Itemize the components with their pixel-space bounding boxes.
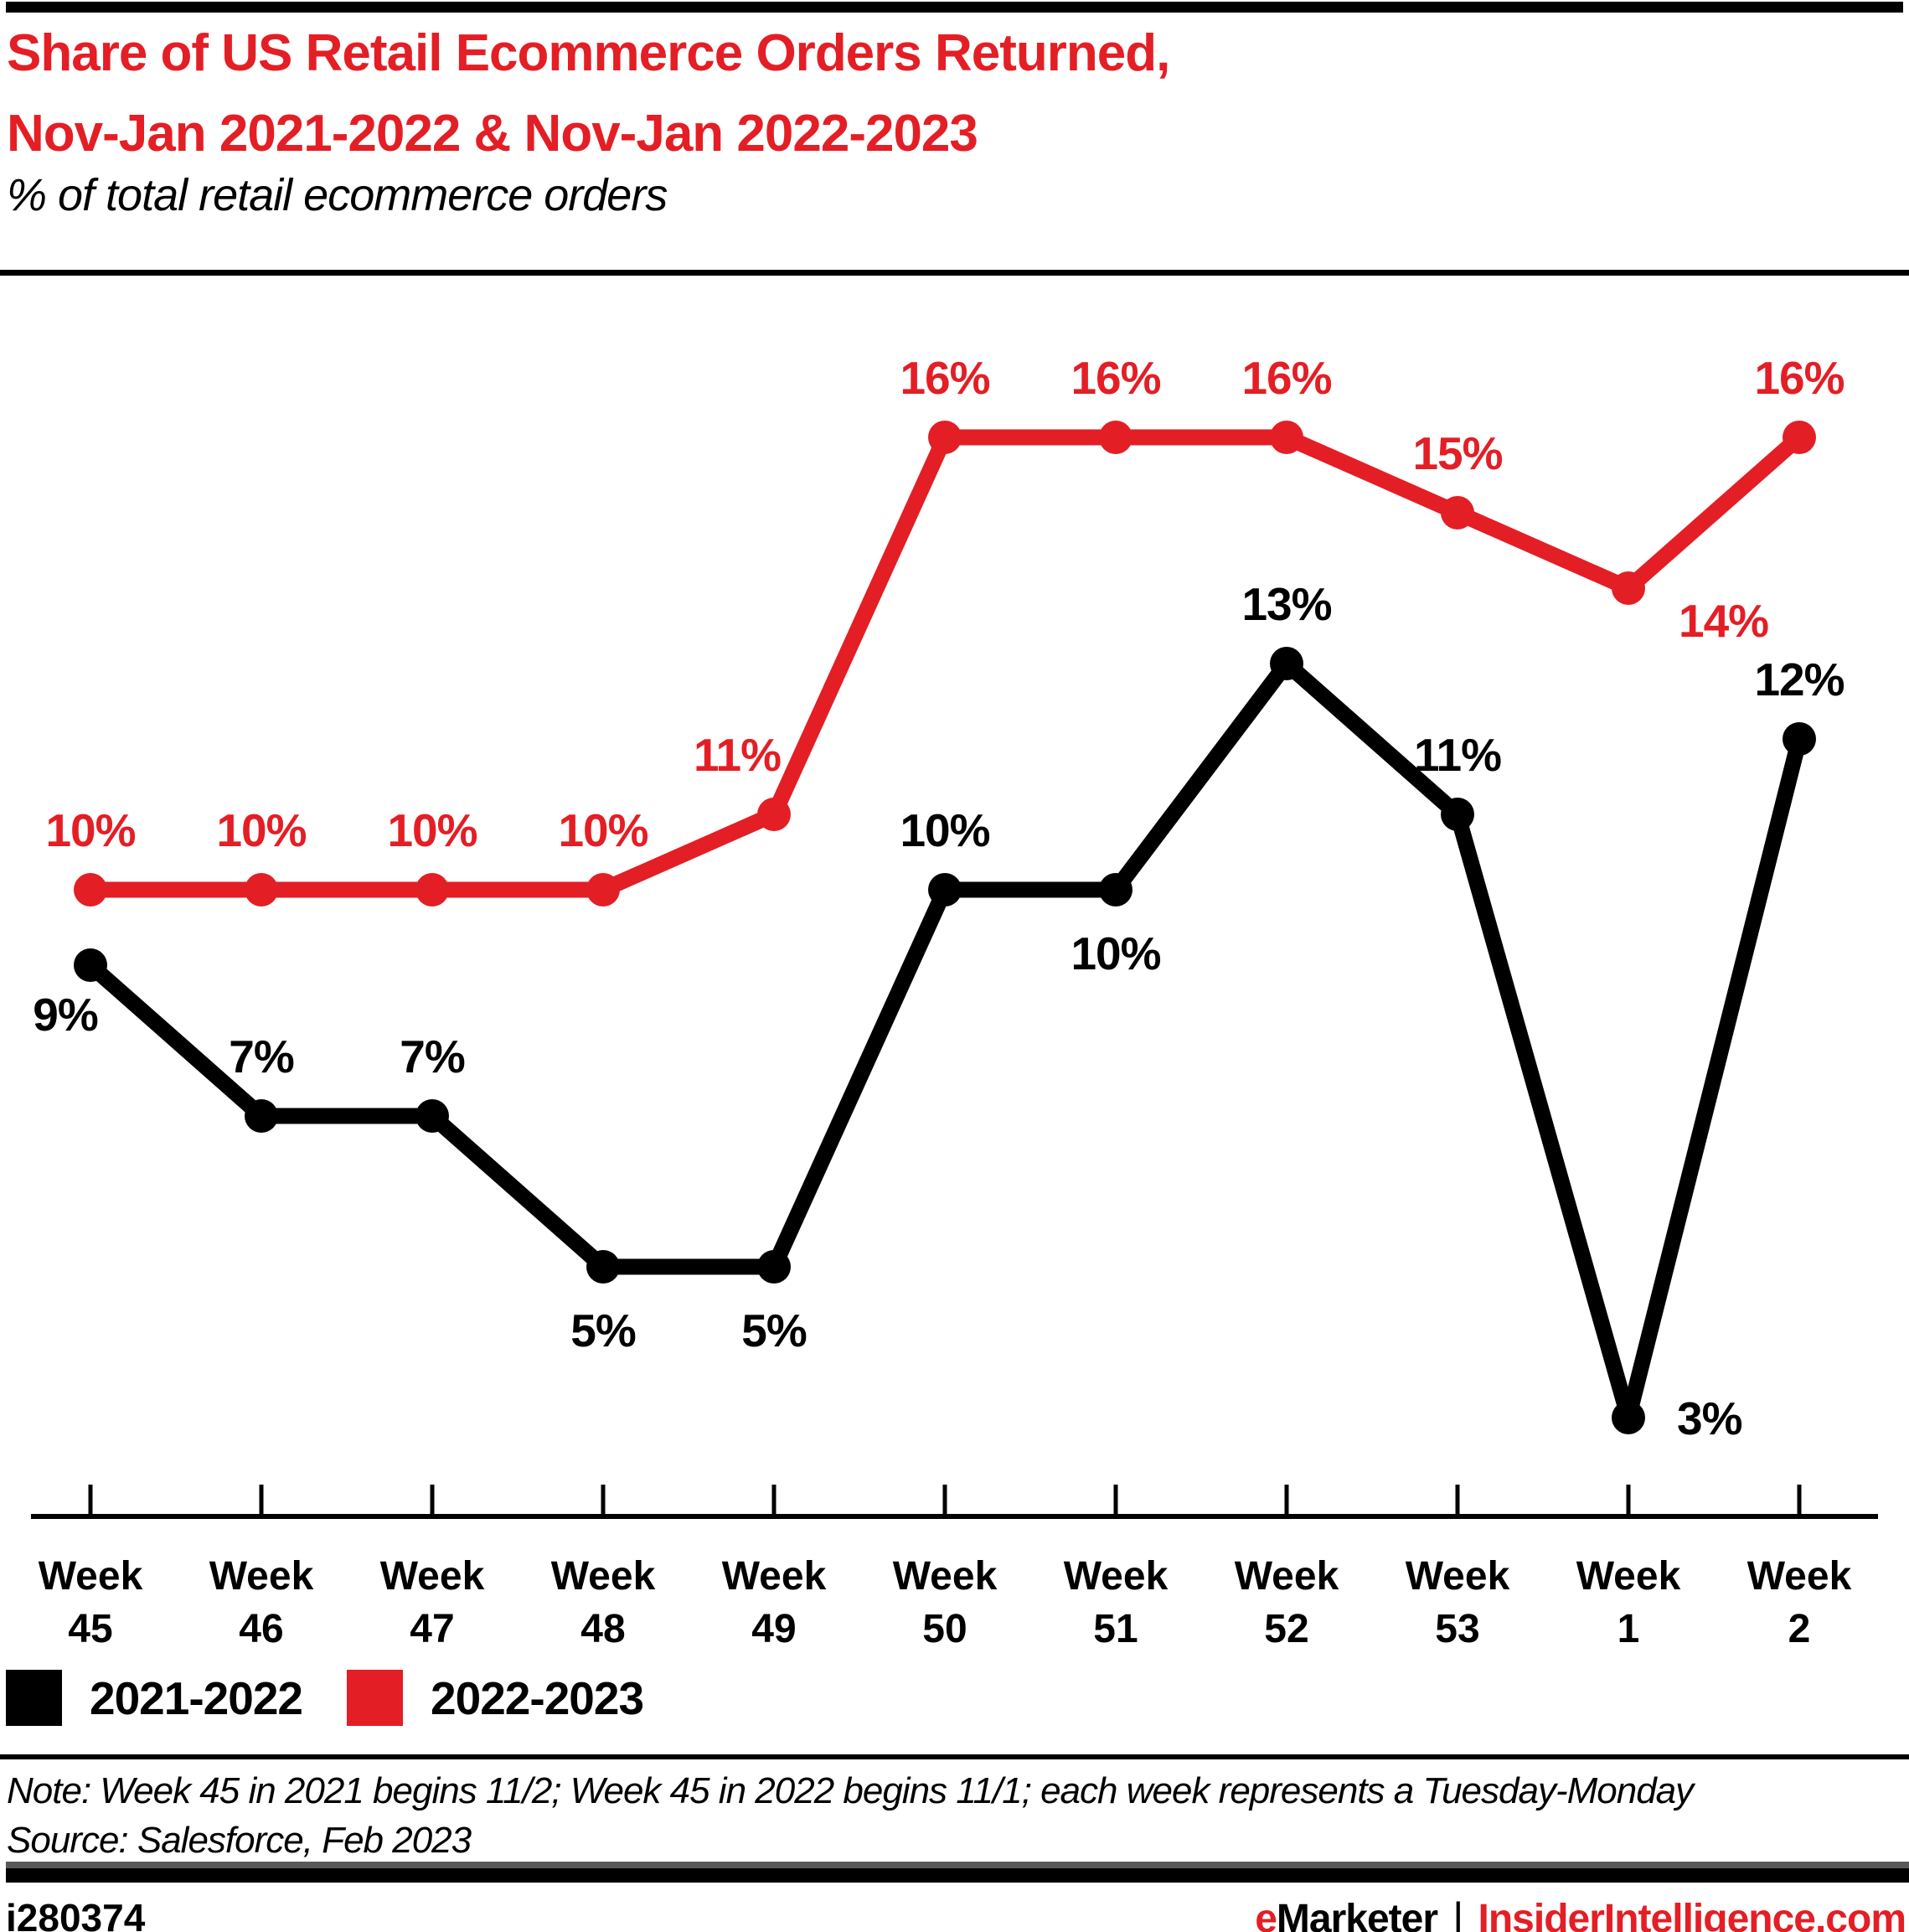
x-tick-label-week: Week [380,1554,485,1599]
data-point-2022-2023 [1441,496,1474,529]
x-tick-label-number: 50 [922,1607,967,1651]
data-label-2022-2023: 11% [694,729,781,781]
data-point-2022-2023 [1783,421,1816,454]
data-label-2021-2022: 5% [570,1304,636,1356]
insider-intelligence-link[interactable]: InsiderIntelligence.com [1478,1896,1906,1932]
data-label-2022-2023: 15% [1412,427,1502,479]
data-label-2021-2022: 7% [400,1031,465,1082]
x-tick-label-week: Week [209,1554,314,1599]
legend-label-2022-2023: 2022-2023 [431,1671,644,1724]
x-tick-label-week: Week [1064,1554,1169,1599]
x-tick-label-week: Week [1747,1554,1852,1599]
data-label-2022-2023: 16% [1071,352,1160,404]
legend-label-2021-2022: 2021-2022 [90,1671,303,1724]
data-point-2022-2023 [1099,421,1133,454]
footer-separator: | [1452,1894,1463,1932]
data-label-2022-2023: 10% [216,804,306,856]
data-point-2021-2022 [1612,1401,1645,1434]
x-tick-label-number: 49 [751,1607,796,1651]
x-tick-label-week: Week [39,1554,143,1599]
data-label-2022-2023: 16% [1241,352,1331,404]
data-label-2021-2022: 9% [33,989,98,1041]
x-tick-label-number: 53 [1435,1607,1479,1651]
data-point-2022-2023 [928,421,962,454]
legend-item-2021-2022: 2021-2022 [6,1670,303,1726]
data-label-2022-2023: 16% [1754,352,1844,404]
x-tick-label-week: Week [893,1554,998,1599]
series-line-2021-2022 [82,655,1808,1426]
data-point-2021-2022 [1099,873,1133,907]
x-tick-label-number: 48 [580,1607,625,1651]
footer-logo: eMarketer | InsiderIntelligence.com [1255,1893,1906,1932]
data-point-2021-2022 [415,1099,449,1133]
data-point-2021-2022 [245,1099,278,1133]
data-point-2021-2022 [928,873,962,907]
x-tick-label-number: 46 [239,1607,283,1651]
data-label-2021-2022: 3% [1677,1392,1742,1444]
legend-item-2022-2023: 2022-2023 [347,1670,644,1726]
chart-title-line2: Nov-Jan 2021-2022 & Nov-Jan 2022-2023 [7,105,978,163]
note-block: Note: Week 45 in 2021 begins 11/2; Week … [7,1766,1904,1865]
data-point-2022-2023 [586,873,620,907]
chart-subtitle: % of total retail ecommerce orders [7,170,668,220]
data-label-2021-2022: 10% [900,804,989,856]
data-label-2022-2023: 14% [1679,595,1768,647]
x-tick-label-week: Week [1576,1554,1681,1599]
chart-title: Share of US Retail Ecommerce Orders Retu… [7,13,1766,174]
data-point-2021-2022 [1441,798,1474,831]
x-tick-label-number: 1 [1617,1607,1640,1651]
x-tick-label-number: 45 [68,1607,112,1651]
data-label-2021-2022: 10% [1071,927,1160,979]
x-tick-label-week: Week [1406,1554,1510,1599]
x-tick-label-week: Week [551,1554,656,1599]
data-label-2021-2022: 12% [1754,653,1844,705]
data-label-2022-2023: 10% [45,804,135,856]
footer-bar-black [6,1868,1909,1883]
source-text: Source: Salesforce, Feb 2023 [7,1820,472,1861]
data-label-2021-2022: 11% [1414,729,1501,781]
data-point-2022-2023 [74,873,107,907]
data-point-2022-2023 [245,873,278,907]
data-label-2021-2022: 5% [741,1304,807,1356]
emarketer-logo-rest: Marketer [1276,1896,1438,1932]
data-label-2022-2023: 16% [900,352,989,404]
footer-bar-gray [6,1862,1909,1868]
x-tick-label-week: Week [1235,1554,1339,1599]
note-text: Note: Week 45 in 2021 begins 11/2; Week … [7,1770,1694,1811]
x-tick-label-week: Week [722,1554,827,1599]
data-label-2021-2022: 7% [229,1031,294,1082]
legend-swatch-2021-2022 [6,1670,62,1726]
chart-id: i280374 [6,1896,146,1932]
emarketer-logo: eMarketer [1255,1896,1438,1932]
data-point-2021-2022 [586,1250,620,1284]
emarketer-logo-e: e [1255,1896,1277,1932]
data-point-2021-2022 [757,1250,791,1284]
x-tick-label-number: 51 [1093,1607,1138,1651]
data-label-2021-2022: 13% [1241,578,1331,630]
x-tick-label-number: 52 [1264,1607,1308,1651]
chart-title-line1: Share of US Retail Ecommerce Orders Retu… [7,24,1170,82]
x-tick-label-number: 2 [1788,1607,1811,1651]
data-point-2021-2022 [1783,722,1816,756]
data-point-2022-2023 [757,798,791,831]
chart-legend: 2021-2022 2022-2023 [6,1670,688,1726]
top-divider-bar [6,2,1903,13]
title-rule [0,270,1909,276]
x-tick-label-number: 47 [410,1607,454,1651]
data-point-2022-2023 [1270,421,1303,454]
data-point-2022-2023 [415,873,449,907]
data-point-2021-2022 [1270,647,1303,680]
data-point-2022-2023 [1612,571,1645,605]
legend-swatch-2022-2023 [347,1670,404,1726]
note-divider [0,1754,1909,1759]
data-point-2021-2022 [74,948,107,982]
data-label-2022-2023: 10% [558,804,648,856]
data-label-2022-2023: 10% [387,804,477,856]
